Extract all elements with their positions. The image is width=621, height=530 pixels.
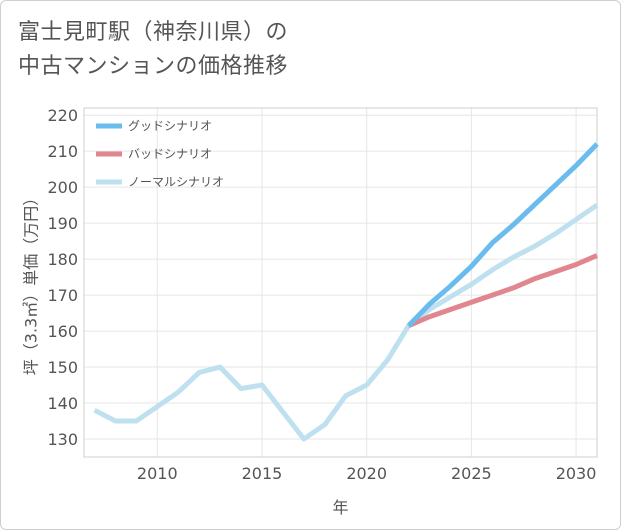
y-tick-labels: 130 140 150 160 170 180 190 200 210 220 [47, 106, 78, 449]
x-tick-label: 2020 [346, 464, 387, 483]
legend-label-2: ノーマルシナリオ [128, 175, 224, 189]
y-axis-label: 坪（3.3㎡）単価（万円） [22, 190, 41, 375]
y-tick-label: 130 [47, 430, 78, 449]
legend-label-0: グッドシナリオ [128, 119, 212, 133]
x-tick-label: 2015 [242, 464, 283, 483]
y-tick-label: 150 [47, 358, 78, 377]
legend-label-1: バッドシナリオ [128, 147, 212, 161]
y-tick-label: 140 [47, 394, 78, 413]
y-tick-label: 190 [47, 214, 78, 233]
chart-title-line-2: 中古マンションの価格推移 [18, 54, 289, 79]
x-tick-label: 2010 [137, 464, 178, 483]
x-tick-label: 2025 [451, 464, 492, 483]
x-axis-label: 年 [332, 498, 348, 517]
series-lines [93, 142, 599, 442]
y-tick-label: 180 [47, 250, 78, 269]
series-line-1 [407, 253, 598, 328]
y-tick-label: 210 [47, 142, 78, 161]
series-line-0 [406, 142, 599, 328]
series-line-2 [93, 203, 599, 442]
chart-title-line-1: 富士見町駅（神奈川県）の [18, 20, 289, 45]
y-tick-label: 160 [47, 322, 78, 341]
plot-area-border [83, 107, 598, 458]
y-tick-label: 170 [47, 286, 78, 305]
chart-title: 富士見町駅（神奈川県）の 中古マンションの価格推移 [18, 16, 578, 84]
y-tick-label: 200 [47, 178, 78, 197]
x-tick-labels: 2010 2015 2020 2025 2030 [137, 464, 596, 483]
x-tick-label: 2030 [556, 464, 597, 483]
y-tick-label: 220 [47, 106, 78, 125]
